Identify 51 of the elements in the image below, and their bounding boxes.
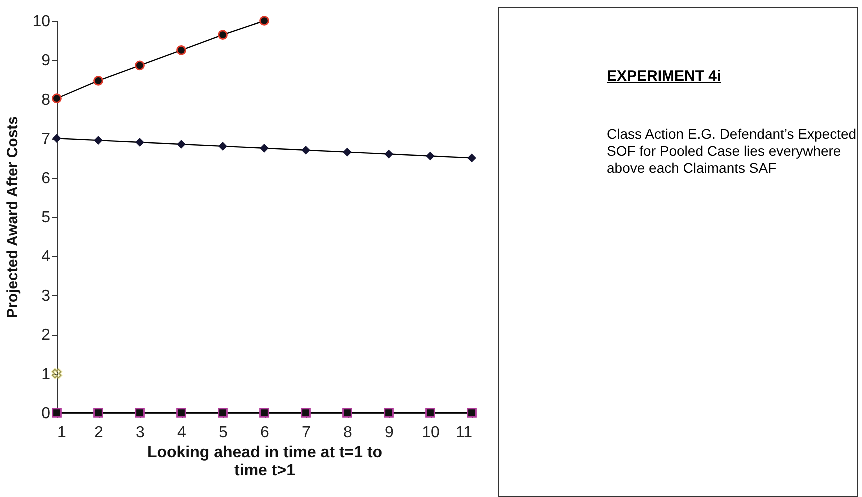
point xyxy=(94,408,104,418)
point xyxy=(94,76,104,86)
y-tick-label: 7 xyxy=(42,131,51,148)
point xyxy=(177,140,186,149)
x-tick-label: 8 xyxy=(344,424,353,442)
point xyxy=(426,408,436,418)
point xyxy=(384,150,394,158)
y-tick-label: 2 xyxy=(42,327,51,344)
point xyxy=(176,45,186,56)
y-tick-label: 6 xyxy=(42,170,51,188)
y-tick-label: 3 xyxy=(42,288,51,305)
point xyxy=(218,408,228,418)
point xyxy=(218,30,228,40)
legend-frame: EXPERIMENT 4i Class Action E.G. Defendant’s Expected SOF for Pooled Case lies everywhere above each Claimants SAF xyxy=(498,7,858,497)
x-axis-title: Looking ahead in time at t=1 to time t>1 xyxy=(147,444,383,480)
point xyxy=(260,144,269,153)
x-tick-label: 2 xyxy=(94,424,104,442)
y-tick-label: 10 xyxy=(32,14,51,30)
point xyxy=(136,138,144,147)
x-tick-label: 6 xyxy=(260,424,270,442)
x-tick-label: 11 xyxy=(456,424,473,442)
point xyxy=(260,408,270,418)
point xyxy=(260,16,270,26)
point xyxy=(94,136,103,145)
x-tick-label: 3 xyxy=(136,424,146,442)
point xyxy=(468,154,476,162)
x-tick-label: 10 xyxy=(422,424,440,442)
point xyxy=(342,408,352,418)
point xyxy=(52,134,62,143)
point xyxy=(135,60,145,71)
y-tick-label: 8 xyxy=(42,92,51,109)
y-axis-title: Projected Award After Costs xyxy=(4,116,22,318)
x-tick-label: 7 xyxy=(302,424,312,442)
point xyxy=(52,94,62,104)
y-tick-label: 5 xyxy=(42,210,51,226)
point xyxy=(218,142,228,151)
point xyxy=(384,408,394,418)
point xyxy=(176,408,186,418)
y-tick-label: 9 xyxy=(42,52,51,70)
x-tick-label: 4 xyxy=(178,424,187,442)
y-tick-label: 0 xyxy=(42,406,51,422)
x-tick-label: 1 xyxy=(58,424,66,442)
point xyxy=(426,152,435,160)
point xyxy=(301,408,311,418)
point xyxy=(135,408,145,418)
point xyxy=(302,146,310,154)
y-tick-label: 4 xyxy=(42,248,51,266)
x-tick-label: 5 xyxy=(219,424,228,442)
y-tick-label: 1 xyxy=(42,366,51,384)
x-tick-label: 9 xyxy=(385,424,394,442)
point xyxy=(343,148,352,156)
